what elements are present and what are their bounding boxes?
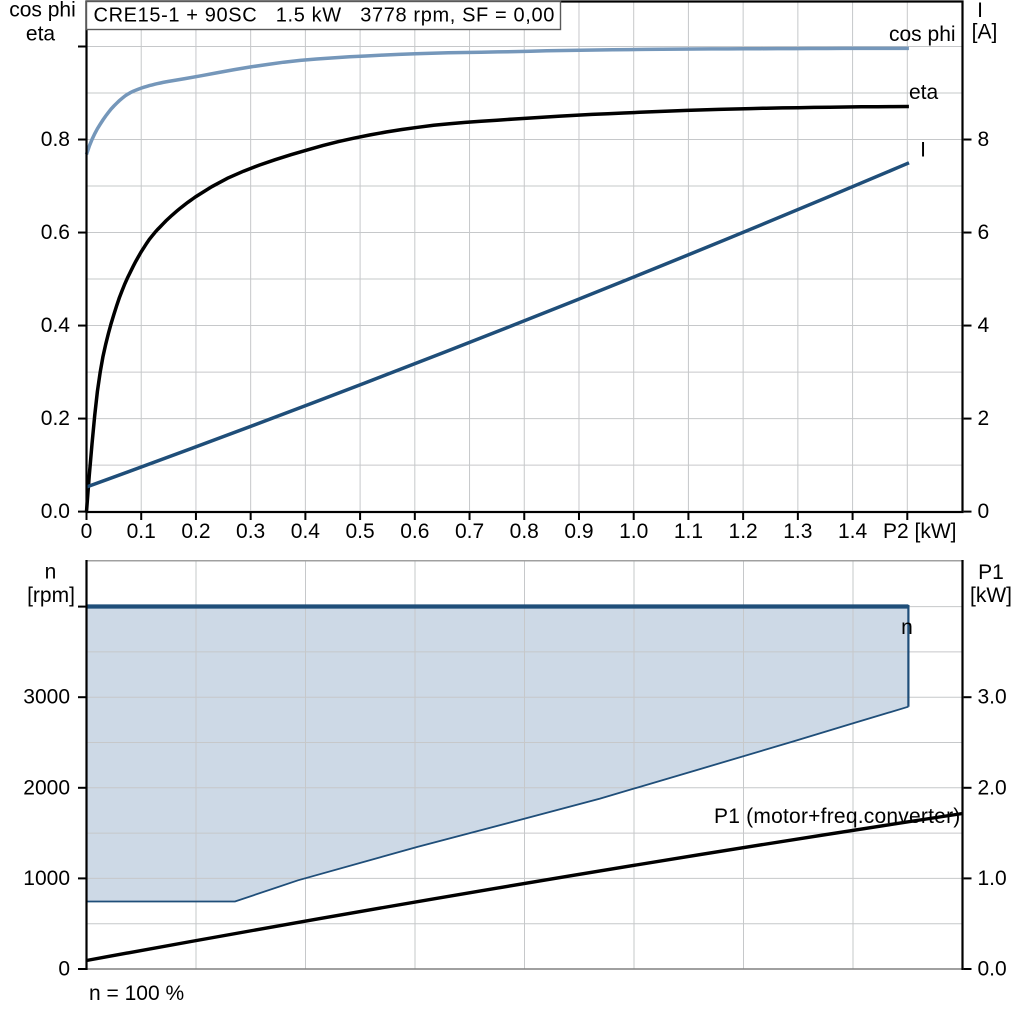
svg-text:0: 0 [81, 520, 93, 543]
svg-text:eta: eta [26, 23, 56, 46]
svg-text:[rpm]: [rpm] [27, 584, 75, 607]
svg-text:3000: 3000 [23, 686, 70, 709]
svg-text:cos phi: cos phi [9, 0, 76, 22]
svg-text:0.9: 0.9 [564, 520, 593, 543]
svg-text:0.8: 0.8 [510, 520, 539, 543]
svg-text:8: 8 [978, 128, 990, 151]
svg-text:0.7: 0.7 [455, 520, 484, 543]
svg-text:0.4: 0.4 [41, 314, 71, 337]
svg-text:1.1: 1.1 [674, 520, 703, 543]
svg-text:cos phi: cos phi [889, 23, 956, 46]
svg-text:0.0: 0.0 [978, 958, 1007, 981]
svg-text:0.5: 0.5 [345, 520, 374, 543]
svg-text:1.3: 1.3 [783, 520, 812, 543]
svg-text:1000: 1000 [23, 867, 70, 890]
svg-text:1.4: 1.4 [838, 520, 868, 543]
svg-text:[kW]: [kW] [970, 584, 1012, 607]
svg-text:0: 0 [978, 500, 990, 523]
svg-text:I: I [977, 0, 983, 22]
svg-text:2.0: 2.0 [978, 776, 1007, 799]
svg-text:I: I [920, 139, 926, 162]
svg-text:0.3: 0.3 [236, 520, 265, 543]
svg-text:1.0: 1.0 [619, 520, 648, 543]
svg-text:[A]: [A] [972, 21, 998, 44]
svg-text:P1 (motor+freq.converter): P1 (motor+freq.converter) [714, 805, 961, 828]
svg-text:6: 6 [978, 221, 990, 244]
svg-text:0.8: 0.8 [41, 128, 70, 151]
svg-text:n: n [901, 616, 913, 639]
svg-text:0.2: 0.2 [181, 520, 210, 543]
svg-text:0.0: 0.0 [41, 500, 70, 523]
svg-text:0.6: 0.6 [41, 221, 70, 244]
svg-text:CRE15-1 + 90SC 1.5 kW 3778: CRE15-1 + 90SC 1.5 kW 3778 rpm, SF = 0,0… [94, 5, 555, 27]
svg-text:2: 2 [978, 407, 990, 430]
svg-text:2000: 2000 [23, 776, 70, 799]
svg-text:0: 0 [58, 958, 70, 981]
svg-text:3.0: 3.0 [978, 686, 1007, 709]
svg-text:0.2: 0.2 [41, 407, 70, 430]
svg-text:0.4: 0.4 [291, 520, 321, 543]
svg-text:P2 [kW]: P2 [kW] [883, 520, 957, 543]
svg-text:P1: P1 [978, 561, 1004, 584]
svg-text:4: 4 [978, 314, 990, 337]
svg-text:n = 100 %: n = 100 % [89, 982, 184, 1005]
svg-text:1.0: 1.0 [978, 867, 1007, 890]
svg-text:1.2: 1.2 [729, 520, 758, 543]
svg-text:0.1: 0.1 [127, 520, 156, 543]
svg-text:0.6: 0.6 [400, 520, 429, 543]
svg-text:eta: eta [909, 81, 939, 104]
svg-text:n: n [45, 561, 57, 584]
